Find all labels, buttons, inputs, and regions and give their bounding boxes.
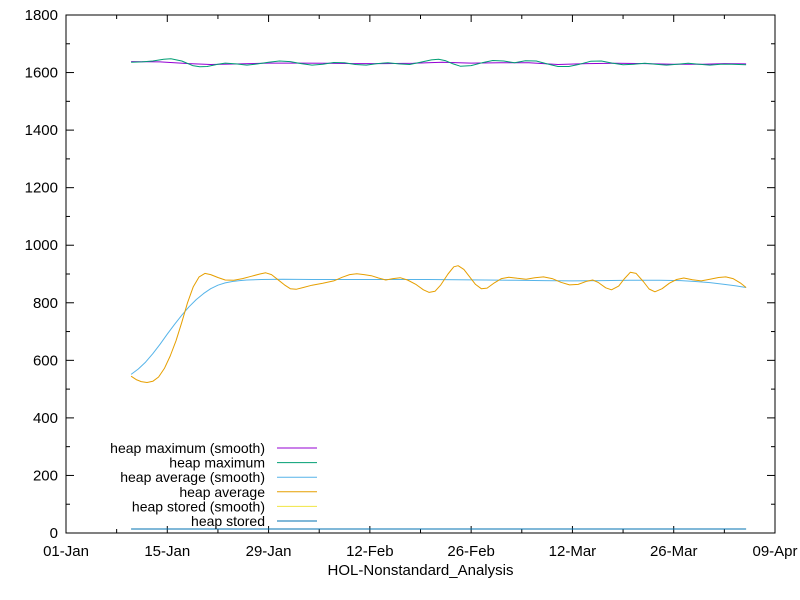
legend-label-heap-maximum: heap maximum <box>169 455 265 471</box>
x-tick-label: 12-Mar <box>549 543 597 560</box>
x-tick-label: 01-Jan <box>43 543 89 560</box>
y-tick-label: 800 <box>33 295 58 312</box>
legend-label-heap-average: heap average <box>179 484 265 500</box>
x-tick-label: 09-Apr <box>752 543 797 560</box>
legend-label-heap-maximum-smooth: heap maximum (smooth) <box>110 440 265 456</box>
series-line-heap-maximum <box>131 58 747 68</box>
y-tick-label: 400 <box>33 410 58 427</box>
x-tick-label: 26-Feb <box>447 543 495 560</box>
x-tick-label: 12-Feb <box>346 543 394 560</box>
y-tick-label: 600 <box>33 352 58 369</box>
x-tick-label: 15-Jan <box>144 543 190 560</box>
series-line-heap-average <box>130 265 747 383</box>
series-line-heap-average-smooth <box>130 278 747 375</box>
y-tick-label: 1600 <box>25 65 58 82</box>
y-tick-label: 200 <box>33 467 58 484</box>
legend-label-heap-average-smooth: heap average (smooth) <box>120 469 265 485</box>
legend-label-heap-stored-smooth: heap stored (smooth) <box>132 498 265 514</box>
x-axis-title: HOL-Nonstandard_Analysis <box>327 562 514 579</box>
y-tick-label: 1800 <box>25 7 58 24</box>
y-tick-label: 1000 <box>25 237 58 254</box>
x-tick-label: 29-Jan <box>246 543 292 560</box>
y-tick-label: 1200 <box>25 180 58 197</box>
y-tick-label: 1400 <box>25 122 58 139</box>
legend-label-heap-stored: heap stored <box>191 513 265 529</box>
y-tick-label: 0 <box>50 525 58 542</box>
x-tick-label: 26-Mar <box>650 543 698 560</box>
